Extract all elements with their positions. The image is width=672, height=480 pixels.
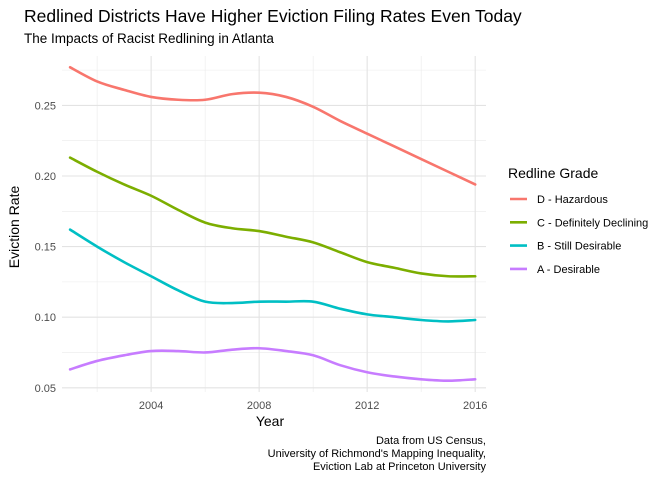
legend-label-0: D - Hazardous (537, 194, 608, 206)
series-line-1 (68, 156, 477, 278)
caption-line-3: Eviction Lab at Princeton University (313, 461, 487, 473)
chart-title: Redlined Districts Have Higher Eviction … (24, 6, 522, 26)
grid (62, 56, 486, 392)
caption-line-1: Data from US Census, (376, 435, 486, 447)
y-tick-label: 0.25 (35, 100, 56, 112)
y-tick-label: 0.10 (35, 312, 56, 324)
x-tick-label: 2004 (139, 400, 163, 412)
caption-line-2: University of Richmond's Mapping Inequal… (268, 448, 486, 460)
caption: Data from US Census, University of Richm… (268, 435, 487, 473)
y-tick-label: 0.15 (35, 242, 56, 254)
legend-label-1: C - Definitely Declining (537, 217, 648, 229)
legend-title: Redline Grade (508, 165, 598, 181)
y-axis-label: Eviction Rate (6, 186, 22, 269)
y-tick-label: 0.20 (35, 171, 56, 183)
x-tick-label: 2008 (247, 400, 271, 412)
series-lines (68, 65, 477, 383)
chart-subtitle: The Impacts of Racist Redlining in Atlan… (24, 31, 274, 46)
x-axis-label: Year (256, 413, 285, 429)
x-tick-label: 2012 (355, 400, 379, 412)
legend-label-2: B - Still Desirable (537, 241, 621, 253)
axis-ticks: 2004 2008 2012 2016 0.05 0.10 0.15 0.20 0.25 (35, 100, 488, 412)
y-tick-label: 0.05 (35, 383, 56, 395)
series-line-3 (68, 346, 477, 383)
series-line-2 (68, 228, 477, 323)
series-line-0 (68, 65, 477, 186)
legend: Redline Grade D - Hazardous C - Definitel… (508, 165, 648, 276)
legend-label-3: A - Desirable (537, 264, 600, 276)
x-tick-label: 2016 (463, 400, 487, 412)
